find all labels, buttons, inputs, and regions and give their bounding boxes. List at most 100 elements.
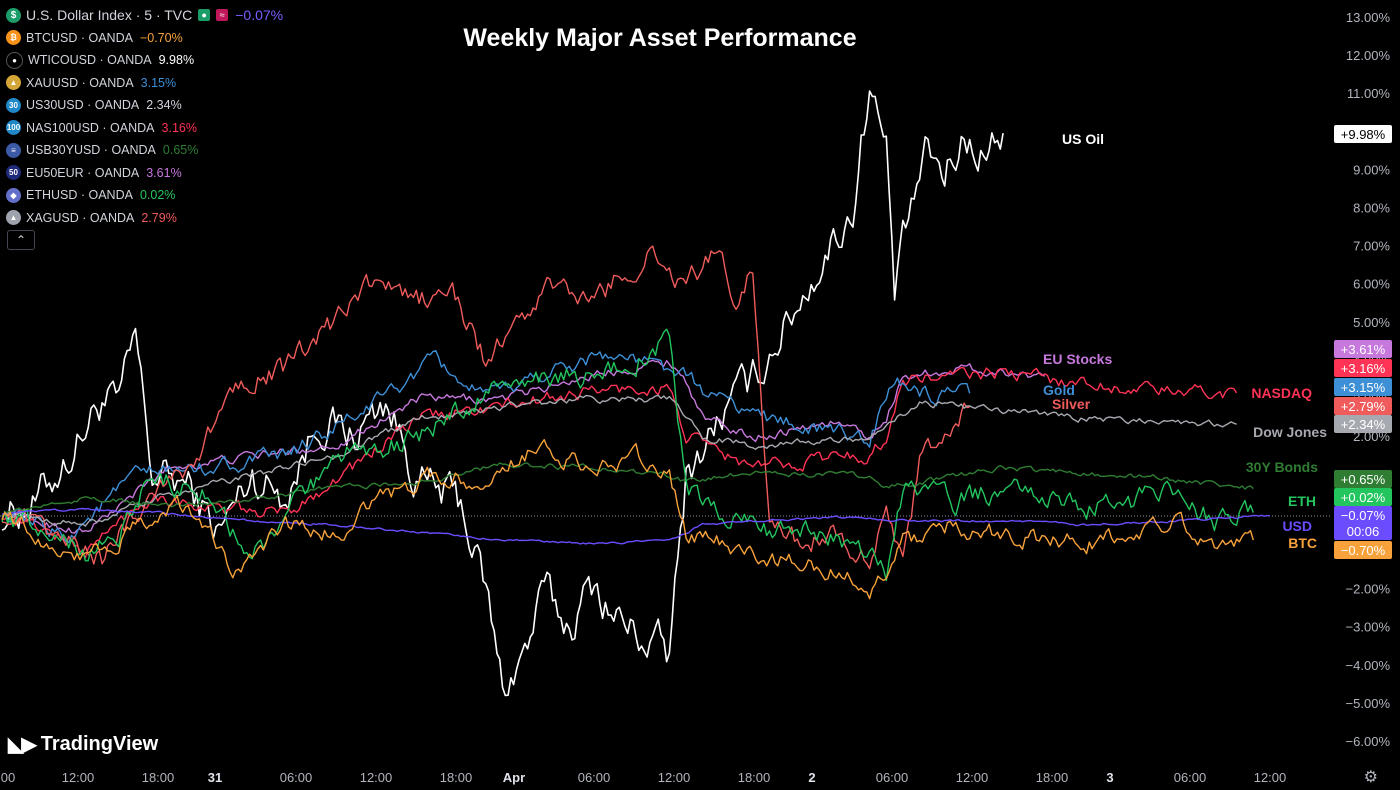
y-tick-label: 13.00% bbox=[1346, 10, 1391, 25]
price-badge bbox=[1334, 340, 1392, 358]
dollar-icon: $ bbox=[6, 7, 21, 23]
y-tick-label: −2.00% bbox=[1346, 582, 1391, 597]
indicator-badge-icon: ● bbox=[198, 9, 211, 22]
countdown-label: 00:06 bbox=[1347, 524, 1380, 539]
x-tick-label: 12:00 bbox=[1254, 770, 1287, 785]
legend-row[interactable]: 100 NAS100USD · OANDA 3.16% bbox=[6, 117, 283, 140]
x-tick-label: 18:00 bbox=[142, 770, 175, 785]
us-flag-icon: ≡ bbox=[6, 142, 21, 158]
x-tick-label: 06:00 bbox=[578, 770, 611, 785]
btc-icon: ₿ bbox=[6, 30, 21, 46]
legend-value: 3.61% bbox=[146, 165, 182, 180]
chevron-up-icon: ⌃ bbox=[15, 233, 27, 247]
legend-row[interactable]: ≡ USB30YUSD · OANDA 0.65% bbox=[6, 139, 283, 162]
legend-items: ₿ BTCUSD · OANDA −0.70% ● WTICOUSD · OANDA 9.… bbox=[6, 27, 283, 230]
price-badge-label: −0.70% bbox=[1341, 543, 1386, 558]
series-line-eth bbox=[1, 328, 1254, 582]
price-badge bbox=[1334, 359, 1392, 377]
series-line-gold bbox=[1, 350, 971, 544]
y-tick-label: −6.00% bbox=[1346, 734, 1391, 749]
approx-icon: ≈ bbox=[216, 9, 229, 22]
legend: $ U.S. Dollar Index · 5 · TVC ● ≈ −0.07%… bbox=[6, 4, 283, 229]
legend-row[interactable]: ◆ ETHUSD · OANDA 0.02% bbox=[6, 184, 283, 207]
y-tick-label: 9.00% bbox=[1353, 162, 1390, 177]
price-badge-label: +9.98% bbox=[1341, 127, 1386, 142]
legend-main-name: U.S. Dollar Index · 5 · TVC bbox=[26, 7, 193, 24]
price-badge bbox=[1334, 125, 1392, 143]
series-label: USD bbox=[1282, 518, 1312, 534]
legend-value: 0.65% bbox=[162, 143, 199, 158]
x-tick-label: 31 bbox=[208, 770, 222, 785]
legend-name: ETHUSD · OANDA bbox=[26, 188, 133, 203]
eth-icon: ◆ bbox=[6, 187, 21, 203]
nas100-icon: 100 bbox=[6, 120, 21, 136]
y-tick-label: 6.00% bbox=[1353, 277, 1390, 292]
series-label: Dow Jones bbox=[1253, 424, 1327, 440]
oil-drop-icon: ● bbox=[6, 51, 23, 69]
x-tick-label: 06:00 bbox=[280, 770, 313, 785]
legend-name: EU50EUR · OANDA bbox=[26, 165, 140, 180]
legend-value: −0.70% bbox=[139, 30, 183, 45]
series-line-eu-stocks bbox=[1, 359, 1046, 534]
y-tick-label: 7.00% bbox=[1353, 239, 1390, 254]
series-label: 30Y Bonds bbox=[1246, 459, 1318, 475]
x-tick-label: 18:00 bbox=[738, 770, 771, 785]
price-badge-label: +3.15% bbox=[1341, 380, 1386, 395]
series-line-nasdaq bbox=[1, 366, 1238, 559]
x-tick-label: 12:00 bbox=[956, 770, 989, 785]
legend-main-value: −0.07% bbox=[235, 7, 284, 24]
x-tick-label: 12:00 bbox=[62, 770, 95, 785]
y-tick-label: −4.00% bbox=[1346, 658, 1391, 673]
series-line-btc bbox=[1, 439, 1254, 600]
legend-row[interactable]: ▲ XAUUSD · OANDA 3.15% bbox=[6, 72, 283, 95]
series-line-silver bbox=[1, 245, 970, 570]
price-badge-label: +2.79% bbox=[1341, 399, 1386, 414]
us30-icon: 30 bbox=[6, 97, 21, 113]
eu50-icon: 50 bbox=[6, 165, 21, 181]
tradingview-mark-icon: ◣▶ bbox=[8, 734, 37, 756]
legend-value: 3.15% bbox=[140, 75, 177, 90]
legend-name: XAUUSD · OANDA bbox=[26, 75, 134, 90]
x-tick-label: 06:00 bbox=[1174, 770, 1207, 785]
price-badge bbox=[1334, 488, 1392, 506]
y-tick-label: −5.00% bbox=[1346, 696, 1391, 711]
gear-icon[interactable]: ⚙ bbox=[1363, 769, 1378, 786]
series-label: Gold bbox=[1043, 382, 1075, 398]
x-tick-label: 00 bbox=[1, 770, 15, 785]
x-tick-label: 06:00 bbox=[876, 770, 909, 785]
x-tick-label: 12:00 bbox=[658, 770, 691, 785]
collapse-legend-button[interactable]: ⌃ bbox=[7, 230, 35, 250]
legend-value: 9.98% bbox=[158, 53, 195, 68]
price-badge-label: +2.34% bbox=[1341, 417, 1386, 432]
legend-row[interactable]: 50 EU50EUR · OANDA 3.61% bbox=[6, 162, 283, 185]
series-line-dow-jones bbox=[1, 394, 1237, 527]
legend-name: XAGUSD · OANDA bbox=[26, 210, 135, 225]
legend-value: 2.34% bbox=[146, 98, 182, 113]
price-badge-label: +0.02% bbox=[1341, 490, 1386, 505]
legend-value: 2.79% bbox=[141, 210, 177, 225]
legend-main-row[interactable]: $ U.S. Dollar Index · 5 · TVC ● ≈ −0.07% bbox=[6, 4, 283, 27]
legend-row[interactable]: ● WTICOUSD · OANDA 9.98% bbox=[6, 49, 283, 72]
series-label: EU Stocks bbox=[1043, 351, 1112, 367]
silver-icon: ▲ bbox=[6, 210, 21, 226]
legend-name: US30USD · OANDA bbox=[26, 98, 140, 113]
legend-name: BTCUSD · OANDA bbox=[26, 30, 133, 45]
tradingview-logo: ◣▶ TradingView bbox=[8, 732, 158, 757]
legend-row[interactable]: ₿ BTCUSD · OANDA −0.70% bbox=[6, 27, 283, 50]
series-line-usd bbox=[1, 507, 1271, 545]
price-badge bbox=[1334, 378, 1392, 396]
legend-row[interactable]: 30 US30USD · OANDA 2.34% bbox=[6, 94, 283, 117]
x-tick-label: 18:00 bbox=[1036, 770, 1069, 785]
series-label: US Oil bbox=[1062, 131, 1104, 147]
price-badge bbox=[1334, 397, 1392, 415]
y-tick-label: −3.00% bbox=[1346, 620, 1391, 635]
x-tick-label: 18:00 bbox=[440, 770, 473, 785]
y-tick-label: 11.00% bbox=[1347, 86, 1391, 101]
price-badge-label: +0.65% bbox=[1341, 472, 1386, 487]
x-tick-label: 3 bbox=[1106, 770, 1113, 785]
x-tick-label: 2 bbox=[808, 770, 815, 785]
legend-row[interactable]: ▲ XAGUSD · OANDA 2.79% bbox=[6, 207, 283, 230]
price-badge bbox=[1334, 470, 1392, 488]
price-badge bbox=[1334, 541, 1392, 559]
